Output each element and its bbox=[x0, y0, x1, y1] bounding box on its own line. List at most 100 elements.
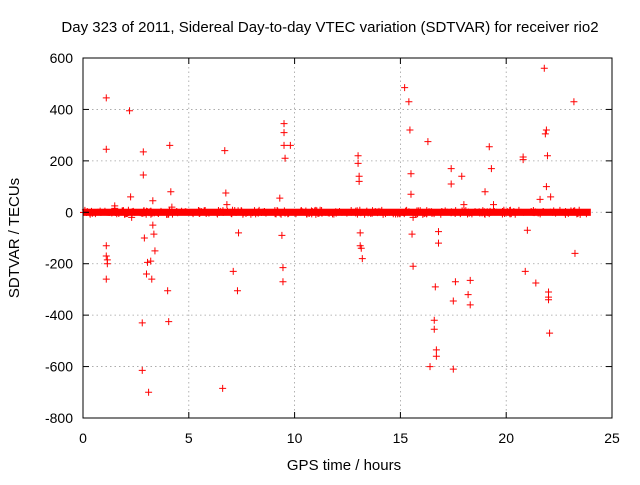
band-point bbox=[190, 211, 197, 218]
data-point bbox=[545, 293, 553, 301]
band-point bbox=[348, 207, 355, 214]
chart-title: Day 323 of 2011, Sidereal Day-to-day VTE… bbox=[61, 19, 598, 36]
data-point bbox=[354, 152, 362, 160]
band-point bbox=[479, 207, 486, 214]
band-point bbox=[155, 210, 162, 217]
data-point bbox=[127, 193, 135, 201]
data-point bbox=[357, 244, 365, 252]
data-point bbox=[464, 291, 472, 299]
band-point bbox=[88, 207, 95, 214]
band-point bbox=[158, 207, 164, 214]
data-point bbox=[546, 329, 554, 337]
band-point bbox=[343, 210, 350, 217]
data-point bbox=[521, 267, 529, 275]
data-point bbox=[138, 366, 146, 374]
band-point bbox=[281, 207, 288, 214]
data-point bbox=[221, 147, 229, 155]
x-tick-label: 0 bbox=[79, 430, 87, 446]
band-point bbox=[365, 210, 372, 217]
data-point bbox=[223, 201, 231, 209]
band-point bbox=[282, 210, 289, 217]
band-point bbox=[413, 207, 420, 214]
data-point bbox=[409, 213, 417, 221]
data-point bbox=[150, 230, 158, 238]
data-point bbox=[126, 107, 134, 115]
band-point bbox=[498, 209, 505, 216]
data-point bbox=[358, 255, 366, 263]
data-point bbox=[222, 189, 230, 197]
band-point bbox=[108, 210, 115, 217]
band-point bbox=[423, 207, 430, 214]
band-point bbox=[165, 210, 172, 217]
band-point bbox=[448, 208, 455, 215]
band-point bbox=[583, 211, 590, 218]
data-point bbox=[408, 230, 416, 238]
data-point bbox=[430, 325, 438, 333]
band-point bbox=[284, 209, 291, 216]
plot-frame bbox=[82, 57, 613, 419]
data-point bbox=[447, 165, 455, 173]
y-tick-label: -400 bbox=[45, 307, 73, 323]
y-tick-label: -200 bbox=[45, 256, 73, 272]
band-point bbox=[472, 208, 479, 215]
band-point bbox=[484, 208, 491, 215]
band-point bbox=[139, 210, 146, 217]
data-point bbox=[279, 264, 287, 272]
band-point bbox=[240, 210, 247, 217]
data-point bbox=[164, 287, 172, 295]
band-point bbox=[367, 210, 374, 217]
band-point bbox=[520, 209, 527, 216]
data-point bbox=[229, 267, 237, 275]
data-point bbox=[523, 226, 531, 234]
band-point bbox=[357, 210, 364, 217]
y-tick-label: 400 bbox=[50, 101, 74, 117]
band-point bbox=[119, 208, 126, 215]
band-point bbox=[166, 207, 173, 214]
band-point bbox=[528, 208, 535, 215]
data-point bbox=[406, 126, 414, 134]
band-point bbox=[113, 211, 120, 218]
band-point bbox=[552, 210, 559, 217]
data-point bbox=[487, 165, 495, 173]
y-tick-label: -600 bbox=[45, 359, 73, 375]
band-point bbox=[419, 211, 426, 218]
data-point bbox=[279, 278, 287, 286]
data-point bbox=[424, 138, 432, 146]
band-point bbox=[196, 210, 203, 217]
data-point bbox=[280, 129, 288, 137]
data-point bbox=[140, 234, 148, 242]
data-point bbox=[276, 194, 284, 202]
band-point bbox=[540, 208, 547, 215]
data-point bbox=[449, 297, 457, 305]
x-tick-labels: 0 5 10 15 20 25 bbox=[79, 430, 620, 446]
data-point bbox=[167, 188, 175, 196]
band-point bbox=[305, 210, 312, 217]
y-tick-label: -800 bbox=[45, 410, 73, 426]
data-point bbox=[139, 148, 147, 156]
band-point bbox=[431, 211, 438, 218]
band-point bbox=[485, 209, 492, 216]
band-point bbox=[97, 207, 104, 214]
band-point bbox=[173, 207, 180, 214]
data-point bbox=[111, 204, 119, 212]
band-point bbox=[506, 210, 513, 217]
data-point bbox=[401, 84, 409, 92]
band-point bbox=[442, 207, 449, 214]
data-point bbox=[451, 278, 459, 286]
data-point bbox=[434, 228, 442, 236]
data-point bbox=[490, 201, 498, 209]
data-point bbox=[166, 141, 174, 149]
band-point bbox=[183, 208, 190, 215]
data-point bbox=[407, 190, 415, 198]
data-point bbox=[281, 154, 289, 162]
data-point bbox=[460, 201, 468, 209]
data-point bbox=[405, 98, 413, 106]
data-point bbox=[354, 159, 362, 167]
band-point bbox=[312, 211, 319, 218]
data-point bbox=[151, 247, 159, 255]
band-point bbox=[396, 210, 403, 217]
data-point bbox=[102, 275, 110, 283]
y-axis-label: SDTVAR / TECUs bbox=[6, 178, 23, 298]
y-tick-label: 0 bbox=[65, 204, 73, 220]
